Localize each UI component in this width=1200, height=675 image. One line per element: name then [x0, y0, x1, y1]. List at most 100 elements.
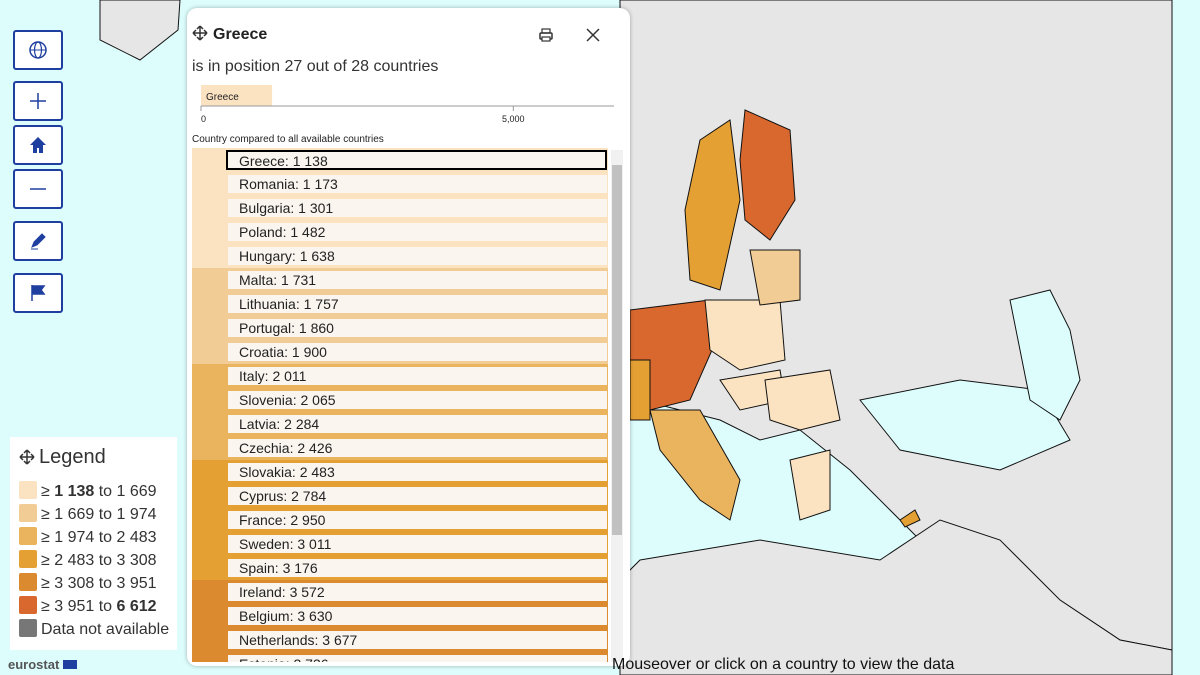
- legend-title: Legend: [39, 446, 106, 468]
- legend-item: ≥ 3 951 to 6 612: [19, 596, 157, 616]
- legend-connector: to: [98, 575, 113, 592]
- country-row[interactable]: Cyprus: 2 784: [192, 484, 608, 508]
- flag-icon: [31, 285, 46, 301]
- legend-swatch: [19, 619, 37, 637]
- draw-button[interactable]: [13, 221, 63, 261]
- legend-swatch: [19, 596, 37, 614]
- country-row[interactable]: Romania: 1 173: [192, 172, 608, 196]
- country-row[interactable]: Bulgaria: 1 301: [192, 196, 608, 220]
- legend-swatch: [19, 527, 37, 545]
- tick-label: 5,000: [502, 114, 525, 124]
- legend-symbol: ≥: [41, 598, 50, 615]
- country-row-label: Slovenia: 2 065: [227, 390, 608, 410]
- legend-from: 2 483: [54, 552, 95, 569]
- legend-from: 3 308: [54, 575, 95, 592]
- country-row-label: Latvia: 2 284: [227, 414, 608, 434]
- legend-connector: to: [98, 506, 113, 523]
- hint: Mouseover or click on a country to view …: [612, 656, 955, 673]
- country-row-label: Romania: 1 173: [227, 174, 608, 194]
- legend-from: 1 138: [54, 483, 95, 500]
- legend-symbol: ≥: [41, 552, 50, 569]
- country-row[interactable]: Lithuania: 1 757: [192, 292, 608, 316]
- legend-item: ≥ 1 974 to 2 483: [19, 527, 157, 547]
- print-button[interactable]: [538, 27, 554, 43]
- brand-text: eurostat: [8, 657, 60, 672]
- close-button[interactable]: [586, 28, 600, 42]
- legend-connector: to: [98, 598, 113, 615]
- scrollbar[interactable]: [611, 150, 623, 662]
- country-row-label: Malta: 1 731: [227, 270, 608, 290]
- legend-connector: to: [98, 483, 113, 500]
- country-row-label: Spain: 3 176: [227, 558, 608, 578]
- legend-swatch: [19, 573, 37, 591]
- legend-na-label: Data not available: [41, 621, 170, 638]
- country-row-label: Cyprus: 2 784: [227, 486, 608, 506]
- country-row[interactable]: Netherlands: 3 677: [192, 628, 608, 652]
- legend-symbol: ≥: [41, 506, 50, 523]
- legend-item: Data not available: [19, 619, 169, 639]
- country-row-label: Hungary: 1 638: [227, 246, 608, 266]
- legend-swatch: [19, 481, 37, 499]
- minus-icon: [30, 188, 46, 190]
- legend-connector: to: [98, 552, 113, 569]
- compare-label: Country compared to all available countr…: [192, 134, 384, 145]
- legend-symbol: ≥: [41, 529, 50, 546]
- legend-symbol: ≥: [41, 483, 50, 500]
- country-row[interactable]: Slovenia: 2 065: [192, 388, 608, 412]
- country-row-label: Lithuania: 1 757: [227, 294, 608, 314]
- country-row[interactable]: Hungary: 1 638: [192, 244, 608, 268]
- globe-button[interactable]: [13, 30, 63, 70]
- home-icon: [30, 137, 46, 153]
- country-row-label: Slovakia: 2 483: [227, 462, 608, 482]
- country-row[interactable]: Sweden: 3 011: [192, 532, 608, 556]
- country-row[interactable]: Spain: 3 176: [192, 556, 608, 580]
- country-row[interactable]: France: 2 950: [192, 508, 608, 532]
- country-row-label: Croatia: 1 900: [227, 342, 608, 362]
- eu-flag: [62, 660, 77, 669]
- plus-icon: [30, 93, 46, 109]
- legend-swatch: [19, 504, 37, 522]
- popup-title: Greece: [213, 26, 268, 43]
- country-row[interactable]: Greece: 1 138: [192, 148, 608, 172]
- country-row[interactable]: Malta: 1 731: [192, 268, 608, 292]
- country-row[interactable]: Portugal: 1 860: [192, 316, 608, 340]
- legend-item: ≥ 1 138 to 1 669: [19, 481, 157, 501]
- scroll-thumb[interactable]: [612, 165, 622, 535]
- country-row-label: Greece: 1 138: [226, 150, 607, 170]
- country-row[interactable]: Estonia: 3 736: [192, 652, 608, 662]
- home-button[interactable]: [13, 125, 63, 165]
- legend-item: ≥ 2 483 to 3 308: [19, 550, 157, 570]
- legend-connector: to: [98, 529, 113, 546]
- country-row-label: Italy: 2 011: [227, 366, 608, 386]
- legend-item: ≥ 3 308 to 3 951: [19, 573, 157, 593]
- country-row[interactable]: Latvia: 2 284: [192, 412, 608, 436]
- legend: Legend ≥ 1 138 to 1 669 ≥ 1 669 to 1 974 ≥…: [10, 437, 177, 650]
- zoom-out-button[interactable]: [13, 169, 63, 209]
- country-row[interactable]: Poland: 1 482: [192, 220, 608, 244]
- position-text: is in position 27 out of 28 countries: [192, 58, 439, 75]
- globe-icon: [29, 41, 47, 59]
- tick-label: 0: [201, 114, 206, 124]
- country-row[interactable]: Belgium: 3 630: [192, 604, 608, 628]
- flag-button[interactable]: [13, 273, 63, 313]
- country-row[interactable]: Czechia: 2 426: [192, 436, 608, 460]
- country-row[interactable]: Croatia: 1 900: [192, 340, 608, 364]
- country-row[interactable]: Ireland: 3 572: [192, 580, 608, 604]
- bar: [201, 85, 273, 106]
- country-popup: Greece is in position 27 out of 28 count…: [187, 8, 630, 666]
- country-list: Greece: 1 138 Romania: 1 173 Bulgaria: 1 3…: [192, 148, 608, 662]
- legend-to: 3 951: [116, 575, 157, 592]
- country-row[interactable]: Italy: 2 011: [192, 364, 608, 388]
- country-row[interactable]: Slovakia: 2 483: [192, 460, 608, 484]
- zoom-in-button[interactable]: [13, 81, 63, 121]
- brand: eurostat: [8, 657, 77, 672]
- bar-chart: Greece 0 5,000: [200, 85, 614, 124]
- country-row-label: Sweden: 3 011: [227, 534, 608, 554]
- country-row-label: Czechia: 2 426: [227, 438, 608, 458]
- marker-icon: [31, 233, 46, 250]
- move-icon: [19, 449, 35, 465]
- legend-symbol: ≥: [41, 575, 50, 592]
- legend-from: 1 974: [54, 529, 95, 546]
- legend-swatch: [19, 550, 37, 568]
